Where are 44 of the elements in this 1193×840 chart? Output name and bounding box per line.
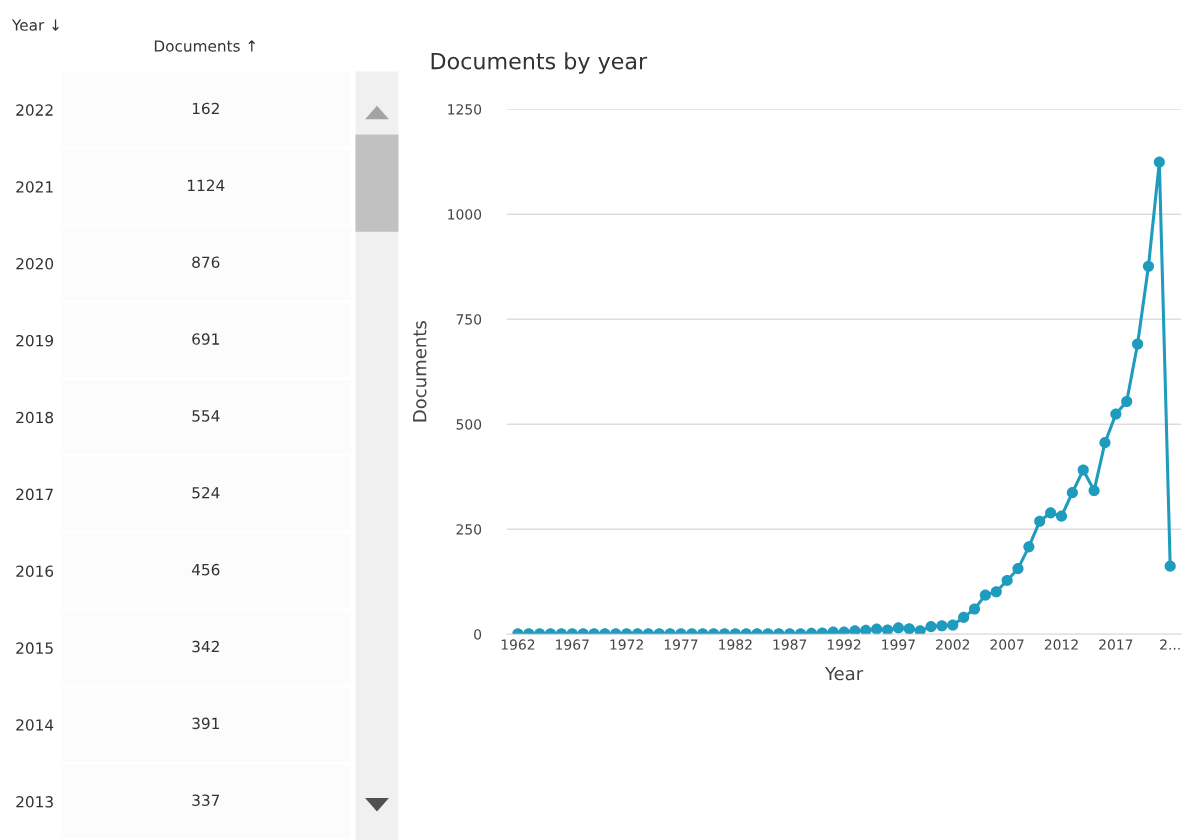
data-label: 162 bbox=[192, 102, 219, 115]
y-tick-label: 250 bbox=[456, 524, 482, 535]
x-tick-label: 2012 bbox=[1044, 639, 1078, 650]
y-tick-label: 1000 bbox=[448, 209, 482, 220]
data-label: 337 bbox=[192, 794, 220, 806]
x-tick-label: 2017 bbox=[1099, 639, 1133, 650]
data-label: 456 bbox=[191, 563, 220, 576]
data-label: 342 bbox=[192, 640, 219, 653]
x-tick-label: 1967 bbox=[556, 639, 589, 650]
y-tick-label: 750 bbox=[456, 314, 482, 325]
y-tick-label: 2020 bbox=[16, 258, 54, 270]
x-tick-label: 2... bbox=[1160, 639, 1180, 650]
x-tick-label: 1997 bbox=[882, 639, 915, 650]
data-label: 876 bbox=[192, 256, 220, 268]
x-tick-label: 2002 bbox=[936, 639, 970, 650]
x-tick-label: 1962 bbox=[501, 639, 535, 650]
data-label: 391 bbox=[192, 717, 219, 730]
x-axis-title: Year bbox=[824, 666, 864, 681]
y-tick-label: 1250 bbox=[448, 104, 482, 115]
data-label: 1124 bbox=[188, 179, 225, 191]
x-tick-label: 1992 bbox=[827, 639, 861, 650]
y-tick-label: 2015 bbox=[16, 642, 53, 654]
chart-title: Documents by year bbox=[431, 52, 648, 74]
x-tick-label: 1987 bbox=[773, 639, 807, 650]
y-tick-label: 2021 bbox=[16, 181, 53, 193]
x-tick-label: Documents ↑ bbox=[154, 40, 256, 52]
data-label: 524 bbox=[192, 487, 220, 499]
y-axis-title: Documents bbox=[413, 321, 427, 422]
y-tick-label: 2018 bbox=[16, 411, 54, 424]
y-tick-label: 0 bbox=[474, 629, 482, 640]
data-label: 691 bbox=[192, 333, 219, 345]
y-tick-label: 2013 bbox=[16, 796, 53, 808]
x-tick-label: 1972 bbox=[610, 639, 643, 650]
y-tick-label: 2014 bbox=[16, 719, 54, 731]
y-tick-label: 2017 bbox=[16, 488, 53, 501]
x-tick-label: 1977 bbox=[664, 639, 698, 650]
x-tick-label: 1982 bbox=[719, 639, 752, 650]
data-label: 554 bbox=[192, 410, 220, 422]
y-tick-label: 500 bbox=[456, 419, 482, 430]
y-axis-title: Year ↓ bbox=[11, 19, 59, 31]
y-tick-label: 2022 bbox=[16, 104, 53, 116]
y-tick-label: 2016 bbox=[16, 565, 54, 578]
y-tick-label: 2019 bbox=[16, 334, 54, 347]
x-tick-label: 2007 bbox=[990, 639, 1024, 650]
